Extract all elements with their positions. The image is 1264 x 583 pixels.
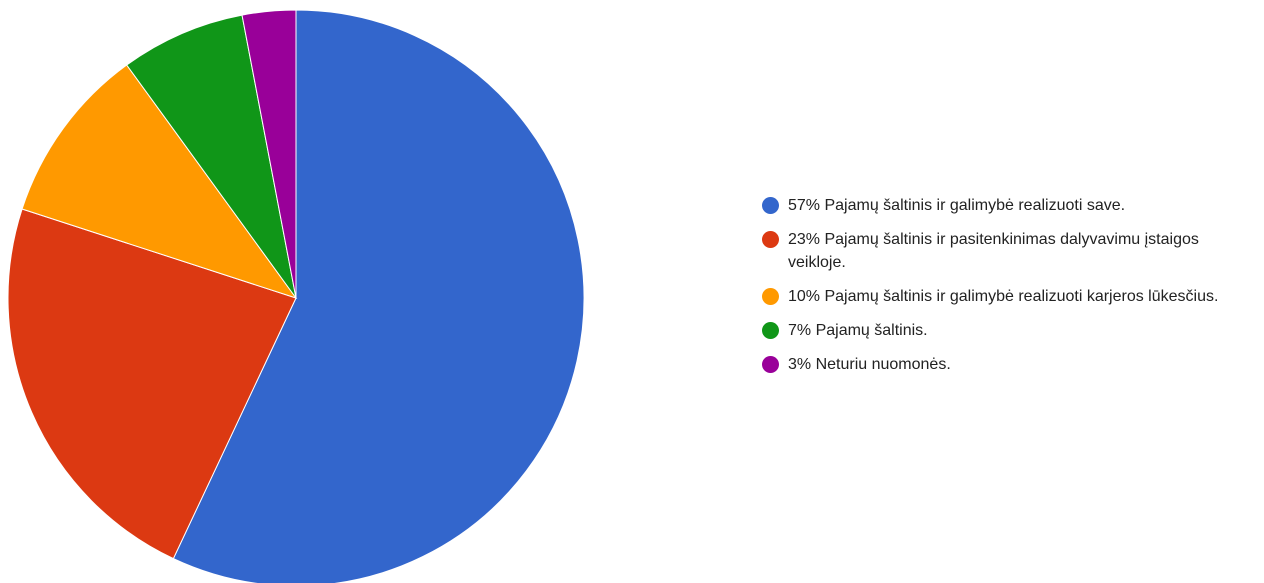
legend-item: 3% Neturiu nuomonės.	[760, 353, 1250, 376]
legend-swatch	[762, 322, 779, 339]
legend-label: Neturiu nuomonės.	[815, 356, 951, 373]
legend-label: Pajamų šaltinis ir pasitenkinimas dalyva…	[788, 231, 1199, 271]
pie-slice	[241, 9, 297, 299]
legend-swatch	[762, 231, 779, 248]
legend-label: Pajamų šaltinis ir galimybė realizuoti s…	[824, 197, 1126, 214]
pie-slice	[126, 14, 297, 299]
pie-slice	[7, 208, 297, 560]
legend-item: 57% Pajamų šaltinis ir galimybė realizuo…	[760, 194, 1250, 217]
chart	[7, 9, 585, 583]
legend-item: 10% Pajamų šaltinis ir galimybė realizuo…	[760, 285, 1250, 308]
legend-value: 10%	[788, 288, 821, 305]
legend-swatch	[762, 197, 779, 214]
legend-value: 3%	[788, 356, 812, 373]
legend-swatch	[762, 288, 779, 305]
legend-label: Pajamų šaltinis.	[815, 322, 928, 339]
legend: 57% Pajamų šaltinis ir galimybė realizuo…	[760, 194, 1260, 387]
pie-slice	[172, 9, 585, 583]
legend-item: 7% Pajamų šaltinis.	[760, 319, 1250, 342]
legend-label: Pajamų šaltinis ir galimybė realizuoti k…	[824, 288, 1219, 305]
legend-value: 23%	[788, 231, 821, 248]
legend-value: 57%	[788, 197, 821, 214]
legend-swatch	[762, 356, 779, 373]
legend-item: 23% Pajamų šaltinis ir pasitenkinimas da…	[760, 228, 1250, 274]
legend-value: 7%	[788, 322, 812, 339]
pie-slice	[21, 64, 298, 299]
